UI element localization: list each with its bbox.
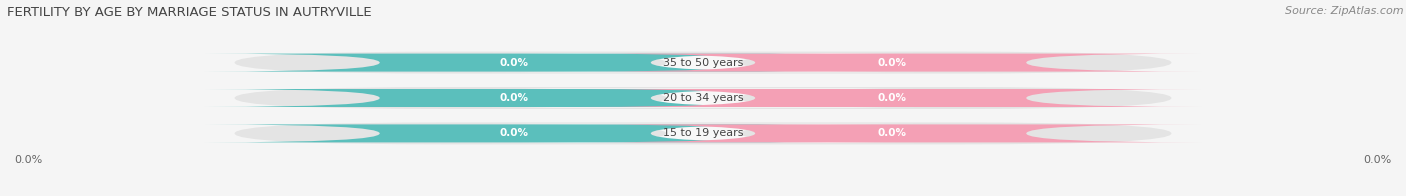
Text: 15 to 19 years: 15 to 19 years: [662, 128, 744, 138]
Text: 0.0%: 0.0%: [499, 93, 529, 103]
FancyBboxPatch shape: [235, 52, 1171, 74]
FancyBboxPatch shape: [235, 122, 1171, 144]
FancyBboxPatch shape: [581, 54, 1201, 72]
Text: 0.0%: 0.0%: [877, 58, 907, 68]
FancyBboxPatch shape: [581, 124, 1201, 142]
FancyBboxPatch shape: [581, 89, 1201, 107]
FancyBboxPatch shape: [205, 54, 825, 72]
FancyBboxPatch shape: [205, 89, 825, 107]
Text: 0.0%: 0.0%: [499, 58, 529, 68]
Text: 20 to 34 years: 20 to 34 years: [662, 93, 744, 103]
FancyBboxPatch shape: [235, 87, 1171, 109]
Text: 0.0%: 0.0%: [499, 128, 529, 138]
Text: 0.0%: 0.0%: [1364, 155, 1392, 165]
Text: FERTILITY BY AGE BY MARRIAGE STATUS IN AUTRYVILLE: FERTILITY BY AGE BY MARRIAGE STATUS IN A…: [7, 6, 371, 19]
FancyBboxPatch shape: [478, 53, 928, 72]
FancyBboxPatch shape: [205, 124, 825, 142]
Text: 0.0%: 0.0%: [877, 128, 907, 138]
Text: 35 to 50 years: 35 to 50 years: [662, 58, 744, 68]
Text: 0.0%: 0.0%: [14, 155, 42, 165]
FancyBboxPatch shape: [478, 124, 928, 143]
Text: 0.0%: 0.0%: [877, 93, 907, 103]
FancyBboxPatch shape: [478, 88, 928, 108]
Text: Source: ZipAtlas.com: Source: ZipAtlas.com: [1285, 6, 1403, 16]
